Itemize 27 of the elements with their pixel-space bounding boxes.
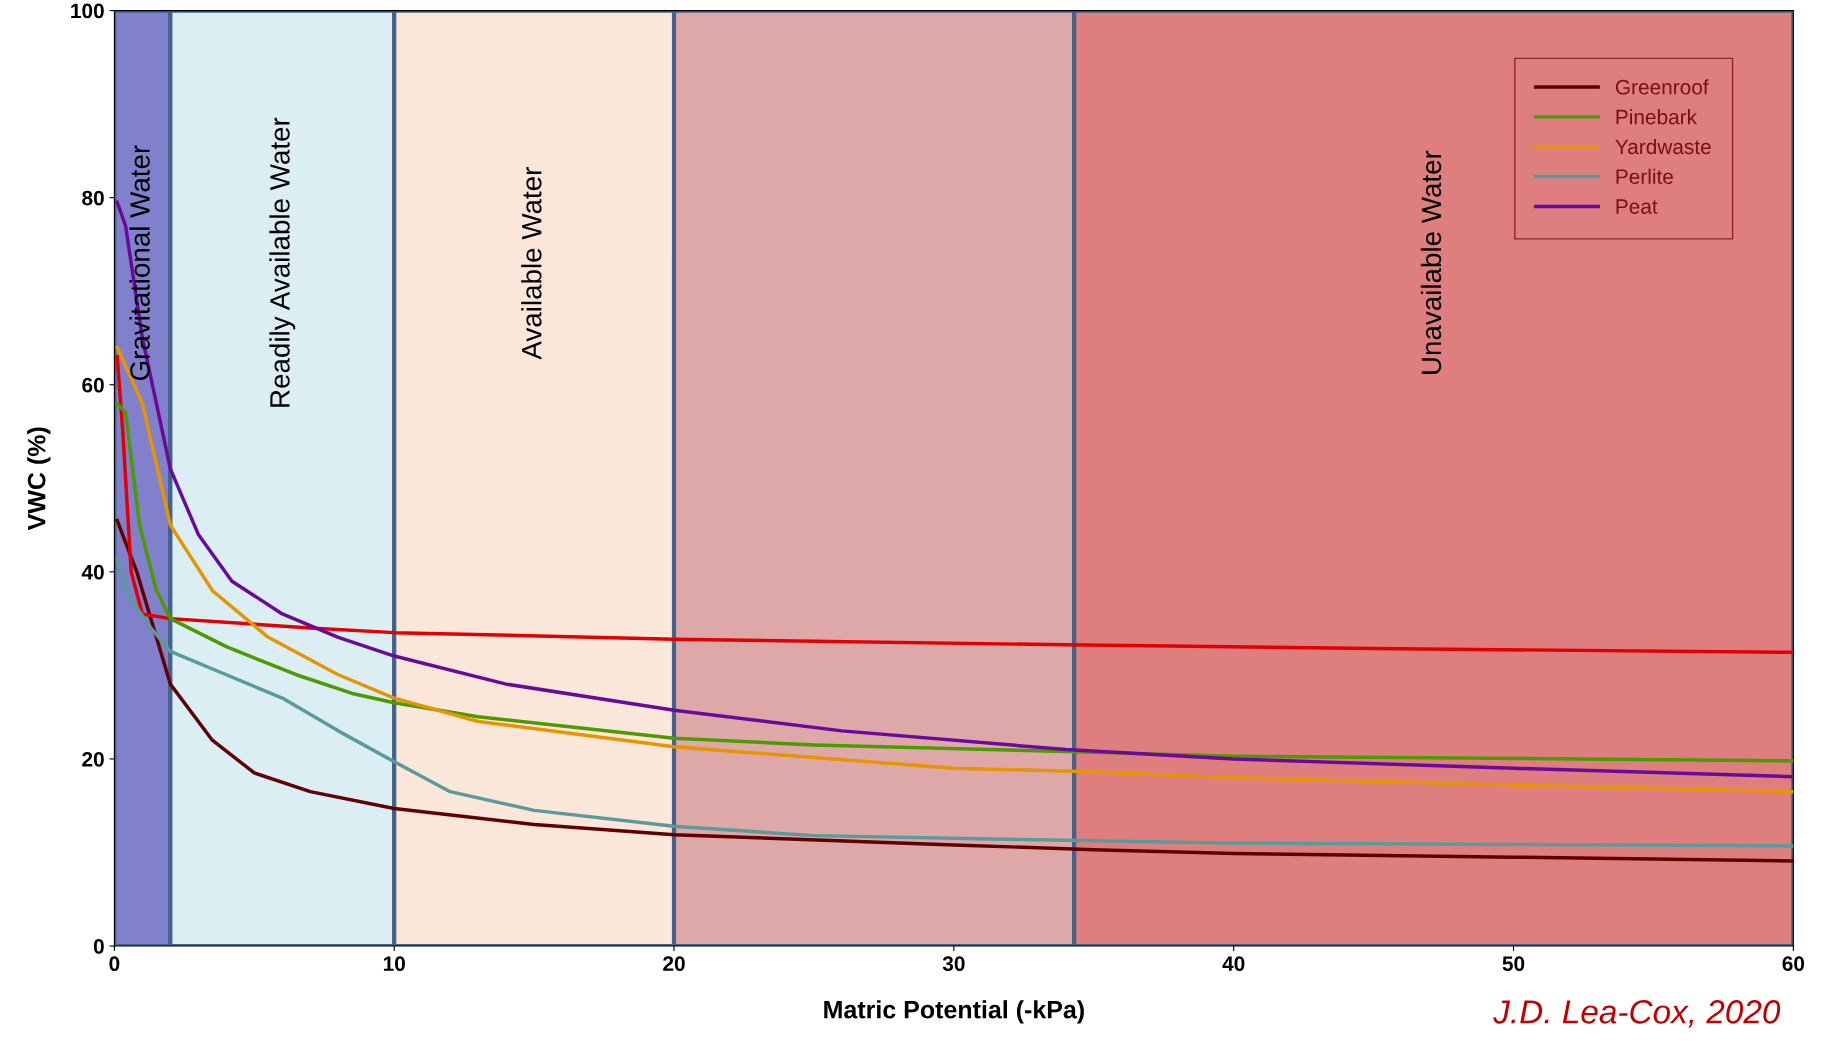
- y-tick-label: 80: [82, 190, 104, 206]
- line-series: [115, 518, 1794, 863]
- x-tick-label: 10: [383, 956, 405, 972]
- band-label: Unavailable Water: [1420, 150, 1442, 374]
- band-label: Available Water: [521, 167, 542, 360]
- y-tick-label: 20: [82, 751, 104, 767]
- x-tick-label: 50: [1502, 956, 1525, 972]
- y-tick-label: 40: [81, 564, 104, 580]
- legend-label: Pinebark: [1616, 109, 1698, 125]
- line-series: [115, 556, 1794, 848]
- x-tick-label: 30: [942, 956, 965, 972]
- text: J.D. Lea-Cox, 2020: [1493, 1000, 1781, 1028]
- x-tick-label: 40: [1222, 956, 1245, 972]
- legend-label: Perlite: [1616, 168, 1673, 185]
- y-tick-label: 0: [93, 939, 104, 954]
- band-label: Gravitational Water: [129, 145, 150, 381]
- y-axis-title: VWC (%): [27, 427, 51, 531]
- legend-label: Greenroof: [1615, 79, 1709, 95]
- x-tick-label: 60: [1782, 956, 1805, 972]
- x-axis-title: Matric Potential (-kPa): [824, 1000, 1084, 1024]
- y-tick-label: 100: [71, 3, 104, 19]
- y-tick-label: 60: [82, 377, 104, 393]
- x-tick-label: 0: [109, 956, 120, 972]
- band-label: Readily Available Water: [269, 117, 296, 407]
- legend-label: Peat: [1616, 199, 1658, 214]
- x-tick-label: 20: [663, 956, 685, 972]
- legend-label: Yardwaste: [1615, 138, 1711, 155]
